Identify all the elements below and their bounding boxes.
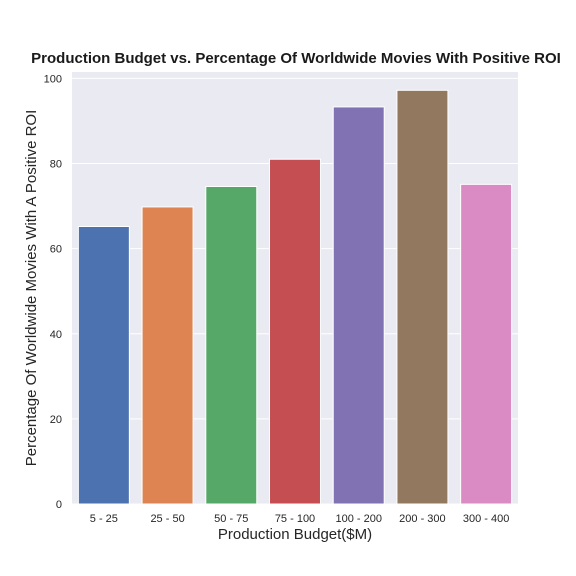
bars — [77, 89, 513, 505]
y-tick-label: 80 — [50, 159, 62, 171]
bar — [269, 158, 321, 505]
x-axis-label: Production Budget($M) — [218, 526, 372, 543]
x-tick-label: 300 - 400 — [463, 513, 509, 525]
bar — [332, 106, 385, 505]
x-tick-label: 5 - 25 — [90, 513, 118, 525]
x-tick-label: 25 - 50 — [150, 513, 184, 525]
x-tick-label: 50 - 75 — [214, 513, 248, 525]
x-tick-labels: 5 - 25 25 - 50 50 - 75 75 - 100 100 - 200 200… — [90, 513, 510, 525]
chart-title: Production Budget vs. Percentage Of Worl… — [31, 50, 561, 67]
y-tick-label: 60 — [50, 244, 62, 256]
y-axis-label: Percentage Of Worldwide Movies With A Po… — [23, 110, 40, 467]
x-tick-label: 100 - 200 — [335, 513, 381, 525]
y-tick-label: 0 — [56, 499, 62, 511]
bar — [77, 225, 130, 505]
bar — [141, 206, 194, 505]
bar — [460, 183, 513, 505]
y-tick-label: 40 — [50, 329, 62, 341]
x-tick-label: 75 - 100 — [275, 513, 315, 525]
y-tick-label: 20 — [50, 414, 62, 426]
bar — [205, 185, 258, 505]
y-tick-label: 100 — [44, 73, 62, 85]
y-tick-labels: 0 20 40 60 80 100 — [44, 73, 62, 511]
x-tick-label: 200 - 300 — [399, 513, 445, 525]
bar — [396, 89, 449, 505]
